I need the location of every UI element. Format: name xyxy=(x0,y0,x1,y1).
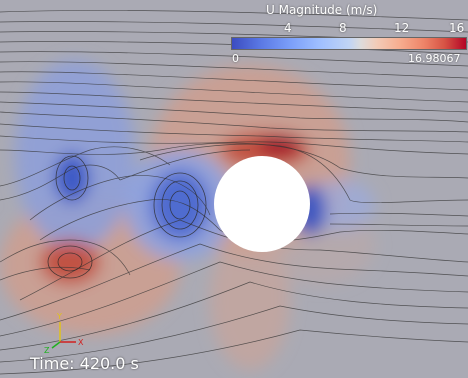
colorbar-min: 0 xyxy=(232,52,239,65)
time-annotation: Time: 420.0 s xyxy=(30,354,139,373)
cylinder xyxy=(214,156,310,252)
colorbar-max: 16.98067 xyxy=(408,52,461,65)
vortex-loops xyxy=(47,155,207,279)
orientation-axes: Y X Z xyxy=(44,312,84,355)
colorbar-tick: 12 xyxy=(394,21,410,35)
axis-x-label: X xyxy=(78,338,84,347)
axis-z-label: Z xyxy=(44,346,50,355)
axis-y-label: Y xyxy=(56,312,62,321)
colorbar-tick: 4 xyxy=(284,21,292,35)
colorbar-tick: 16 xyxy=(449,21,465,35)
colorbar xyxy=(231,37,467,50)
colorbar-tick: 8 xyxy=(339,21,347,35)
streamlines xyxy=(0,10,468,375)
colorbar-title: U Magnitude (m/s) xyxy=(266,3,378,17)
